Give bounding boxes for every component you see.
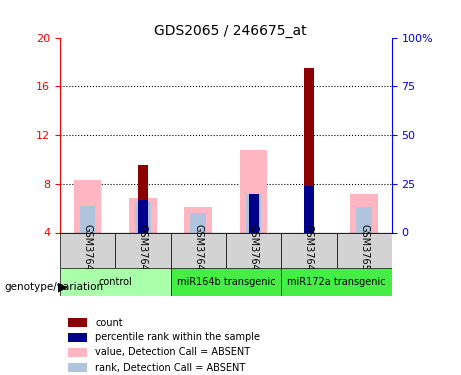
Bar — [68, 348, 88, 357]
Text: GSM37645: GSM37645 — [83, 224, 93, 277]
Bar — [190, 213, 206, 232]
Text: count: count — [95, 318, 123, 327]
Bar — [184, 207, 212, 232]
Text: GDS2065 / 246675_at: GDS2065 / 246675_at — [154, 24, 307, 38]
Bar — [80, 206, 95, 232]
Bar — [68, 333, 88, 342]
Bar — [246, 194, 261, 232]
Bar — [356, 207, 372, 232]
Text: GSM37650: GSM37650 — [359, 224, 369, 277]
Bar — [138, 200, 148, 232]
Text: miR164b transgenic: miR164b transgenic — [177, 277, 275, 287]
Text: rank, Detection Call = ABSENT: rank, Detection Call = ABSENT — [95, 363, 245, 372]
FancyBboxPatch shape — [171, 232, 226, 268]
Text: genotype/variation: genotype/variation — [5, 282, 104, 292]
FancyBboxPatch shape — [171, 268, 281, 296]
FancyBboxPatch shape — [281, 232, 337, 268]
Text: GSM37648: GSM37648 — [248, 224, 259, 277]
Text: GSM37647: GSM37647 — [193, 224, 203, 277]
FancyBboxPatch shape — [337, 232, 392, 268]
Text: percentile rank within the sample: percentile rank within the sample — [95, 333, 260, 342]
Bar — [248, 194, 259, 232]
Text: control: control — [98, 277, 132, 287]
Text: value, Detection Call = ABSENT: value, Detection Call = ABSENT — [95, 348, 250, 357]
Text: GSM37649: GSM37649 — [304, 224, 314, 277]
FancyBboxPatch shape — [60, 268, 171, 296]
FancyBboxPatch shape — [281, 268, 392, 296]
Text: miR172a transgenic: miR172a transgenic — [287, 277, 386, 287]
Bar — [135, 202, 151, 232]
FancyBboxPatch shape — [226, 232, 281, 268]
FancyBboxPatch shape — [115, 232, 171, 268]
Bar — [138, 165, 148, 232]
Text: ▶: ▶ — [58, 280, 67, 293]
Bar — [68, 363, 88, 372]
Bar — [129, 198, 157, 232]
FancyBboxPatch shape — [60, 232, 115, 268]
Bar — [68, 318, 88, 327]
Bar — [304, 186, 314, 232]
Bar — [240, 150, 267, 232]
Text: GSM37646: GSM37646 — [138, 224, 148, 277]
Bar — [74, 180, 101, 232]
Bar — [304, 68, 314, 232]
Bar — [350, 194, 378, 232]
